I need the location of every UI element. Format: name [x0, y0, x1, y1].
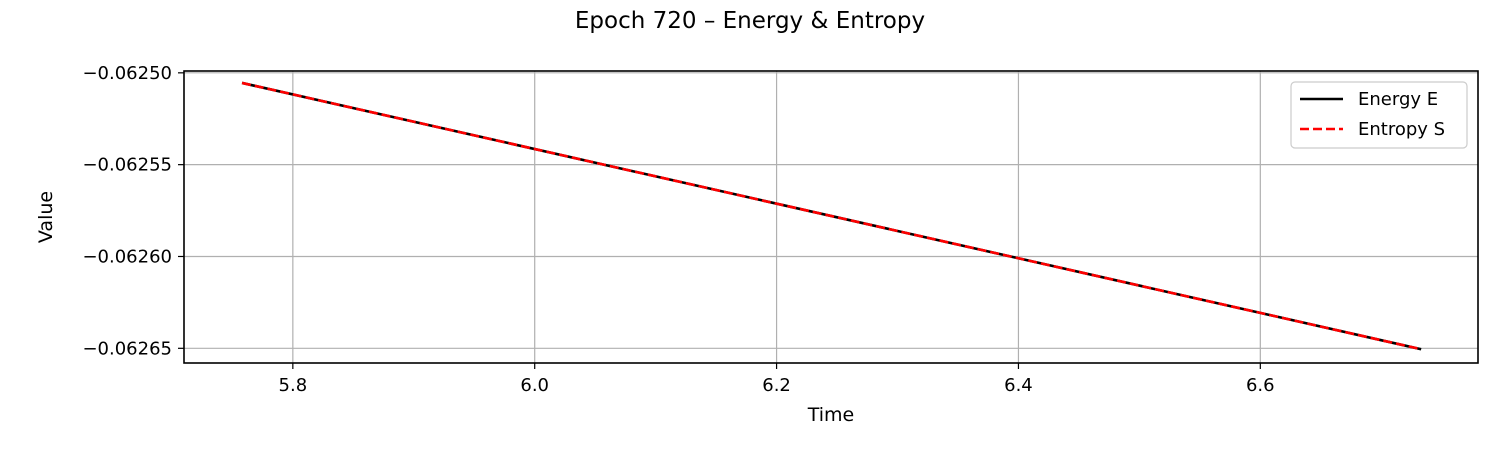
x-axis-label: Time: [807, 404, 855, 426]
y-tick-label: −0.06265: [82, 338, 172, 359]
x-tick-label: 6.0: [520, 375, 549, 396]
legend-label-energy: Energy E: [1358, 89, 1438, 110]
y-tick-label: −0.06250: [82, 63, 172, 84]
series-line-entropy: [241, 81, 1422, 351]
axis-ticks: 5.8 6.0 6.2 6.4 6.6 −0.06250 −0.06255 −0.06260 −…: [82, 63, 1274, 396]
grid-lines: [184, 71, 1478, 363]
plot-frame: [183, 70, 1479, 364]
series-lines: [241, 81, 1422, 351]
x-tick-label: 6.6: [1246, 375, 1275, 396]
y-axis-label: Value: [35, 191, 57, 243]
x-tick-label: 6.2: [762, 375, 791, 396]
x-tick-label: 5.8: [279, 375, 308, 396]
y-tick-label: −0.06255: [82, 155, 172, 176]
x-tick-label: 6.4: [1004, 375, 1033, 396]
legend-label-entropy: Entropy S: [1358, 119, 1445, 140]
chart-title: Epoch 720 – Energy & Entropy: [575, 8, 925, 34]
legend: Energy E Entropy S: [1290, 81, 1468, 149]
y-tick-label: −0.06260: [82, 246, 172, 267]
